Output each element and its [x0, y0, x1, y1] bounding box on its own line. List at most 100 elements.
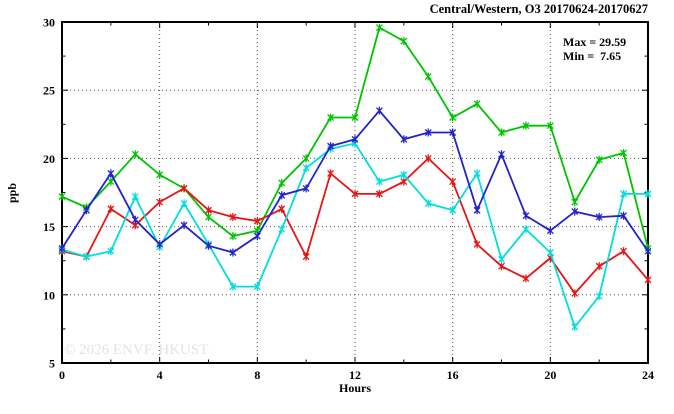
data-point-marker: [229, 213, 237, 222]
data-point-marker: [58, 244, 66, 253]
data-point-marker: [302, 154, 310, 163]
data-point-marker: [180, 199, 188, 208]
series-line-blue: [61, 109, 649, 254]
data-point-marker: [595, 213, 603, 222]
data-point-marker: [620, 211, 628, 220]
data-point-marker: [571, 198, 579, 207]
data-point-marker: [595, 155, 603, 164]
x-tick-label: 20: [544, 368, 556, 382]
data-point-marker: [644, 189, 652, 198]
watermark-text: © 2026 ENVF, HKUST: [64, 342, 208, 358]
data-point-marker: [82, 252, 90, 261]
data-point-marker: [424, 199, 432, 208]
data-point-marker: [498, 128, 505, 137]
data-point-marker: [107, 204, 115, 213]
data-point-marker: [449, 113, 457, 122]
data-point-marker: [253, 282, 261, 291]
x-tick-label: 8: [254, 368, 260, 382]
data-point-marker: [351, 189, 359, 198]
data-point-marker: [82, 206, 90, 215]
data-point-marker: [449, 128, 457, 137]
data-point-marker: [131, 215, 139, 224]
data-point-marker: [400, 37, 408, 46]
tick-labels: 5 10 15 20 25 30 0 4 8 12 16 20 24: [43, 16, 654, 383]
x-tick-label: 12: [349, 368, 361, 382]
y-tick-label: 25: [43, 84, 55, 98]
data-point-marker: [644, 247, 652, 256]
data-point-marker: [546, 226, 554, 235]
x-tick-label: 0: [59, 368, 65, 382]
data-point-marker: [424, 72, 432, 81]
data-point-marker: [107, 169, 115, 178]
data-point-marker: [253, 217, 261, 226]
series-markers-cyan: [58, 139, 652, 331]
data-point-marker: [498, 262, 505, 271]
data-point-marker: [180, 221, 188, 230]
data-point-marker: [546, 121, 554, 130]
data-point-marker: [522, 274, 530, 283]
data-point-marker: [58, 192, 66, 201]
min-annotation: Min = 7.65: [563, 49, 621, 63]
data-point-marker: [498, 150, 505, 159]
data-point-marker: [571, 289, 579, 298]
y-tick-label: 5: [49, 357, 55, 371]
data-point-marker: [131, 192, 139, 201]
data-point-marker: [522, 121, 530, 130]
data-point-marker: [351, 113, 359, 122]
data-point-marker: [205, 213, 212, 222]
data-point-marker: [522, 211, 530, 220]
data-point-marker: [278, 225, 286, 234]
data-point-marker: [156, 170, 164, 179]
data-point-marker: [351, 135, 359, 144]
data-point-marker: [302, 184, 310, 193]
data-point-marker: [473, 99, 481, 108]
x-tick-label: 4: [157, 368, 163, 382]
data-point-marker: [327, 142, 335, 151]
data-point-marker: [400, 170, 408, 179]
data-point-marker: [229, 282, 237, 291]
data-point-marker: [278, 204, 286, 213]
max-annotation: Max = 29.59: [563, 35, 626, 49]
data-point-marker: [375, 23, 383, 32]
data-point-marker: [278, 178, 286, 187]
data-point-marker: [180, 184, 188, 193]
x-tick-label: 24: [642, 368, 654, 382]
series-markers-red: [58, 154, 652, 298]
y-tick-label: 20: [43, 152, 55, 166]
data-point-marker: [473, 206, 481, 215]
data-point-marker: [400, 135, 408, 144]
data-point-marker: [107, 177, 115, 186]
series: [58, 23, 652, 331]
data-point-marker: [327, 113, 335, 122]
y-tick-label: 15: [43, 220, 55, 234]
data-point-marker: [595, 292, 603, 301]
data-point-marker: [424, 128, 432, 137]
data-point-marker: [253, 232, 261, 241]
data-point-marker: [424, 154, 432, 163]
data-point-marker: [571, 322, 579, 331]
grid: [62, 22, 648, 363]
y-tick-label: 10: [43, 288, 55, 302]
series-markers-green: [58, 23, 652, 253]
x-axis-label: Hours: [339, 381, 371, 395]
data-point-marker: [620, 189, 628, 198]
data-point-marker: [571, 207, 579, 216]
series-markers-blue: [58, 106, 652, 257]
data-point-marker: [449, 206, 457, 215]
data-point-marker: [473, 169, 481, 178]
data-point-marker: [644, 275, 652, 284]
data-point-marker: [302, 252, 310, 261]
data-point-marker: [620, 148, 628, 157]
data-point-marker: [449, 177, 457, 186]
data-point-marker: [278, 191, 286, 200]
data-point-marker: [595, 262, 603, 271]
data-point-marker: [473, 240, 481, 249]
data-point-marker: [229, 248, 237, 257]
data-point-marker: [375, 177, 383, 186]
y-axis-label: ppb: [5, 183, 19, 203]
data-point-marker: [327, 169, 335, 178]
data-point-marker: [302, 163, 310, 172]
data-point-marker: [229, 232, 237, 241]
